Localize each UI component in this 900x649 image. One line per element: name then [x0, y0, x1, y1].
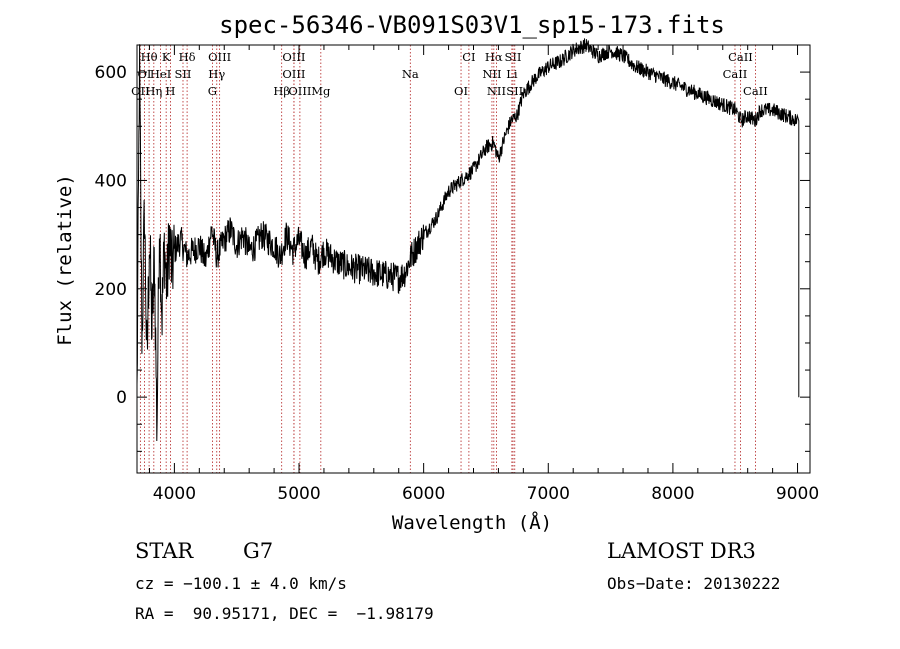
x-tick-label: 4000: [153, 484, 196, 504]
y-tick-label: 200: [95, 280, 127, 300]
y-axis: 0 200 400 600: [95, 63, 810, 452]
x-tick-label: 5000: [277, 484, 320, 504]
spectral-line-label: Hα: [485, 50, 503, 64]
spectral-line-label: H: [165, 84, 175, 98]
x-tick-label: 7000: [527, 484, 570, 504]
sky-coordinates: RA = 90.95171, DEC = −1.98179: [135, 604, 434, 623]
spectral-line-label: Hθ: [141, 50, 158, 64]
object-subclass: G7: [243, 539, 274, 563]
spectral-line-label: OIII: [282, 67, 305, 81]
spectral-line-label: G: [208, 84, 217, 98]
spectral-line-label: HeI: [150, 67, 171, 81]
x-tick-label: 8000: [651, 484, 694, 504]
spectral-line-label: NII: [487, 84, 506, 98]
spectral-line-label: CaII: [723, 67, 748, 81]
spectral-line-label: Na: [402, 67, 419, 81]
spectral-line-label: K: [162, 50, 171, 64]
spectral-line-label: OIII: [288, 84, 311, 98]
spectral-line-label: Hγ: [208, 67, 225, 81]
spectral-line-label: OI: [454, 84, 468, 98]
spectral-line-label: Hβ: [273, 84, 290, 98]
y-tick-label: 0: [116, 388, 127, 408]
spectral-line-label: Mg: [311, 84, 331, 98]
plot-frame: [136, 44, 811, 474]
y-tick-label: 400: [95, 171, 127, 191]
chart-title: spec-56346-VB091S03V1_sp15-173.fits: [219, 11, 725, 39]
survey-name: LAMOST DR3: [607, 539, 756, 563]
x-axis: 4000 5000 6000 7000 8000 9000: [148, 45, 819, 504]
spectrum-line: [136, 38, 800, 442]
spectral-line-label: SII: [506, 84, 523, 98]
spectral-line-label: Hη: [145, 84, 162, 98]
x-tick-label: 6000: [402, 484, 445, 504]
spectral-line-label: OI: [137, 67, 151, 81]
spectral-line-label: Li: [506, 67, 518, 81]
x-axis-label: Wavelength (Å): [392, 511, 552, 534]
spectrum-series: [136, 38, 800, 442]
y-axis-label: Flux (relative): [54, 174, 76, 346]
spectral-line-label: OIII: [208, 50, 231, 64]
spectral-line-label: SII: [175, 67, 192, 81]
spectral-line-label: Hδ: [179, 50, 196, 64]
object-class: STAR: [135, 539, 194, 563]
observation-date: Obs−Date: 20130222: [607, 574, 781, 593]
spectral-line-label: CaII: [743, 84, 768, 98]
spectral-line-label: NII: [482, 67, 501, 81]
spectral-line-label: CI: [462, 50, 475, 64]
spectral-line-label: CaII: [728, 50, 753, 64]
x-tick-label: 9000: [776, 484, 819, 504]
redshift-velocity: cz = −100.1 ± 4.0 km/s: [135, 574, 347, 593]
spectral-line-label: SII: [505, 50, 522, 64]
y-tick-label: 600: [95, 63, 127, 83]
